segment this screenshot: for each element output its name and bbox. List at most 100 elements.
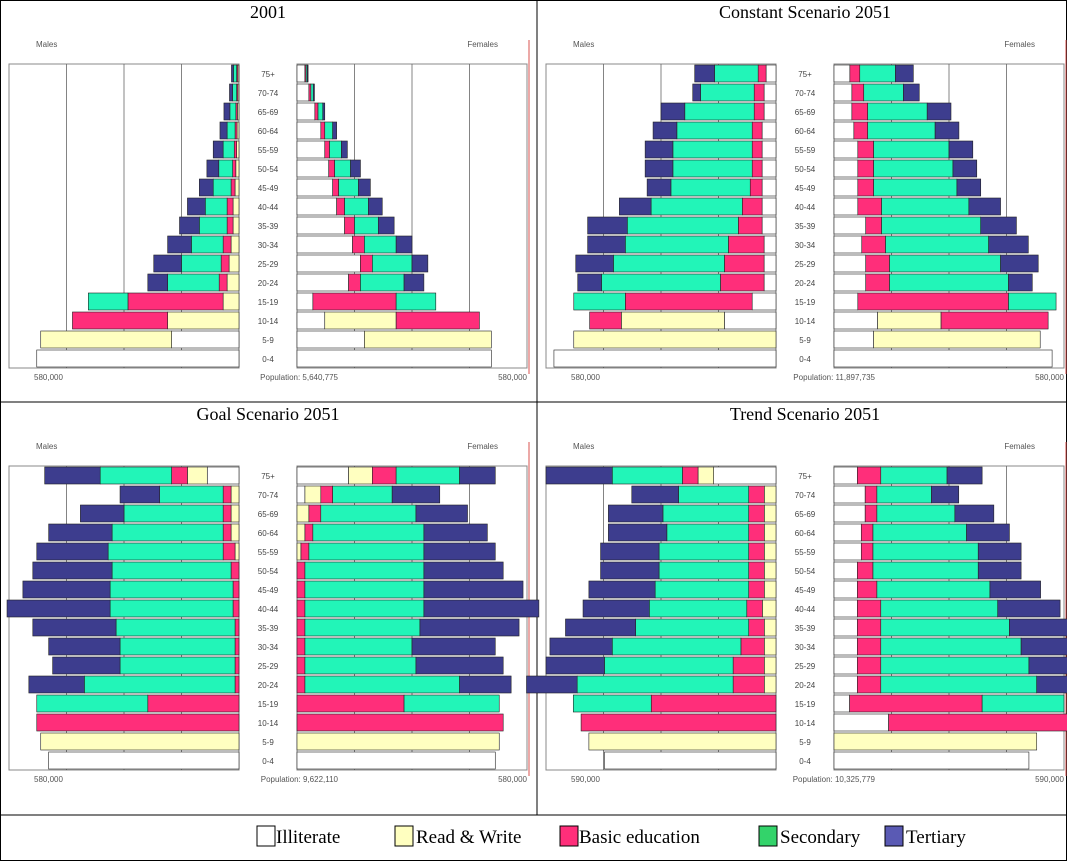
bar-male-basic-education-20-24 <box>732 675 765 694</box>
bar-female-secondary-45-49 <box>304 580 425 599</box>
bar-female-basic-education-25-29 <box>857 656 882 675</box>
bar-female-basic-education-55-59 <box>857 140 874 159</box>
bar-female-read-write-5-9 <box>833 732 1038 751</box>
bar-male-read-write-10-14 <box>621 311 725 330</box>
age-label: 10-14 <box>795 317 816 326</box>
panel-2: Goal Scenario 2051 Males Females 0-4 5-9 10-1… <box>6 404 540 784</box>
bar-female-basic-education-10-14 <box>940 311 1049 330</box>
bar-male-secondary-40-44 <box>649 599 748 618</box>
bar-male-tertiary-60-64 <box>608 523 668 542</box>
bar-male-secondary-15-19 <box>572 694 652 713</box>
age-label: 50-54 <box>795 165 816 174</box>
bar-male-illiterate-0-4 <box>36 349 240 368</box>
bar-male-tertiary-55-59 <box>212 140 224 159</box>
bar-male-read-write-30-34 <box>230 235 240 254</box>
bar-male-secondary-25-29 <box>119 656 236 675</box>
bar-male-read-write-5-9 <box>573 330 777 349</box>
age-label: 25-29 <box>258 260 279 269</box>
bar-female-basic-education-60-64 <box>860 523 874 542</box>
bar-female-tertiary-60-64 <box>332 121 337 140</box>
males-label: Males <box>573 40 594 49</box>
bar-male-basic-education-35-39 <box>234 618 240 637</box>
bar-male-secondary-55-59 <box>672 140 753 159</box>
bar-female-secondary-60-64 <box>872 523 967 542</box>
bar-female-illiterate-65-69 <box>296 102 316 121</box>
bar-female-basic-education-55-59 <box>324 140 330 159</box>
bar-male-read-write-5-9 <box>40 732 240 751</box>
bar-male-secondary-60-64 <box>666 523 750 542</box>
bar-male-tertiary-25-29 <box>575 254 614 273</box>
bar-male-secondary-35-39 <box>199 216 228 235</box>
age-label: 45-49 <box>258 184 279 193</box>
bar-male-secondary-20-24 <box>167 273 220 292</box>
bar-female-tertiary-50-54 <box>423 561 504 580</box>
bar-female-illiterate-35-39 <box>833 216 867 235</box>
age-label: 75+ <box>261 70 275 79</box>
bar-female-secondary-70-74 <box>310 83 314 102</box>
bar-female-illiterate-10-14 <box>833 311 878 330</box>
bar-male-basic-education-45-49 <box>230 178 236 197</box>
bar-male-basic-education-50-54 <box>232 159 237 178</box>
bar-male-secondary-65-69 <box>662 504 750 523</box>
bar-male-basic-education-35-39 <box>748 618 765 637</box>
bar-female-basic-education-65-69 <box>851 102 869 121</box>
age-label: 20-24 <box>258 279 279 288</box>
males-label: Males <box>573 442 594 451</box>
bar-female-illiterate-60-64 <box>833 121 855 140</box>
bar-male-secondary-75+ <box>611 466 683 485</box>
bar-male-tertiary-50-54 <box>600 561 660 580</box>
bar-female-illiterate-65-69 <box>833 504 866 523</box>
bar-female-basic-education-10-14 <box>888 713 1067 732</box>
bar-male-tertiary-30-34 <box>167 235 192 254</box>
age-label: 35-39 <box>258 222 279 231</box>
bar-female-tertiary-75+ <box>895 64 914 83</box>
bar-female-secondary-50-54 <box>872 561 979 580</box>
bar-male-basic-education-55-59 <box>222 542 236 561</box>
bar-female-tertiary-25-29 <box>1028 656 1067 675</box>
bar-male-tertiary-75+ <box>44 466 101 485</box>
bar-female-illiterate-35-39 <box>833 618 858 637</box>
bar-female-basic-education-15-19 <box>849 694 983 713</box>
age-label: 10-14 <box>258 719 279 728</box>
bar-male-tertiary-35-39 <box>565 618 636 637</box>
age-label: 70-74 <box>795 491 816 500</box>
bar-female-illiterate-50-54 <box>296 159 330 178</box>
age-label: 75+ <box>798 70 812 79</box>
bar-male-secondary-35-39 <box>626 216 739 235</box>
age-label: 5-9 <box>262 336 274 345</box>
bar-male-tertiary-75+ <box>231 64 234 83</box>
bar-male-secondary-55-59 <box>107 542 224 561</box>
legend-item-illiterate: Illiterate <box>256 825 340 848</box>
bar-male-secondary-30-34 <box>119 637 236 656</box>
bar-male-tertiary-25-29 <box>153 254 182 273</box>
bar-male-tertiary-20-24 <box>147 273 168 292</box>
bar-female-basic-education-45-49 <box>296 580 306 599</box>
age-label: 45-49 <box>795 184 816 193</box>
bar-female-tertiary-35-39 <box>377 216 395 235</box>
bar-male-illiterate-40-44 <box>761 197 777 216</box>
bar-male-read-write-5-9 <box>588 732 777 751</box>
age-label: 70-74 <box>258 89 279 98</box>
bar-male-basic-education-70-74 <box>748 485 765 504</box>
bar-female-illiterate-45-49 <box>833 580 858 599</box>
bar-female-secondary-20-24 <box>889 273 1009 292</box>
legend-item-basic-education: Basic education <box>559 825 700 848</box>
bar-male-illiterate-25-29 <box>763 254 777 273</box>
age-label: 15-19 <box>258 298 279 307</box>
bar-female-basic-education-60-64 <box>304 523 314 542</box>
bar-female-basic-education-35-39 <box>344 216 355 235</box>
bar-female-basic-education-60-64 <box>320 121 326 140</box>
age-label: 35-39 <box>258 624 279 633</box>
bar-female-tertiary-45-49 <box>358 178 371 197</box>
bar-female-secondary-20-24 <box>880 675 1038 694</box>
bar-male-basic-education-70-74 <box>222 485 232 504</box>
legend-label-illiterate: Illiterate <box>276 827 340 848</box>
bar-male-secondary-55-59 <box>658 542 750 561</box>
bar-female-tertiary-25-29 <box>415 656 504 675</box>
bar-female-tertiary-60-64 <box>423 523 488 542</box>
bar-male-illiterate-10-14 <box>724 311 777 330</box>
bar-male-read-write-55-59 <box>234 542 240 561</box>
bar-female-basic-education-75+ <box>372 466 397 485</box>
bar-female-illiterate-55-59 <box>833 140 859 159</box>
bar-female-basic-education-60-64 <box>853 121 869 140</box>
